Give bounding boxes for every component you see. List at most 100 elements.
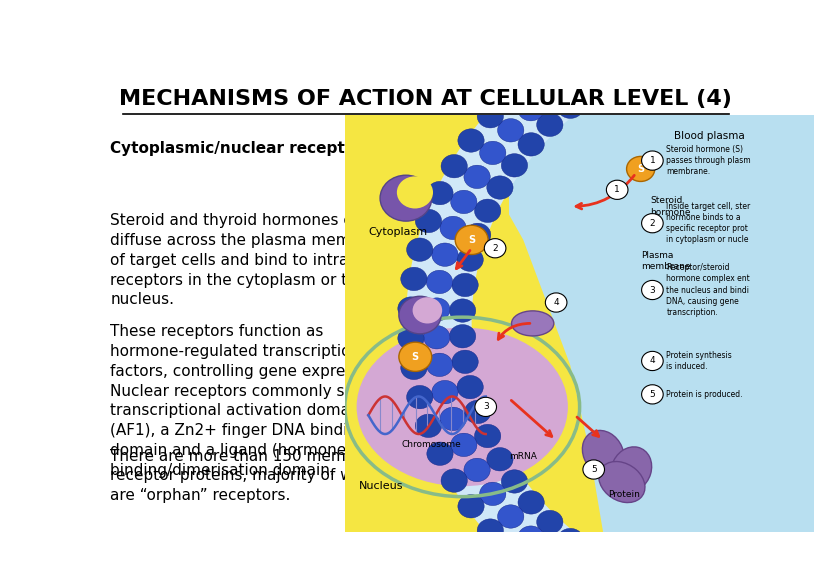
Text: 3: 3 xyxy=(483,402,489,412)
Circle shape xyxy=(475,425,501,447)
Circle shape xyxy=(457,375,484,399)
Circle shape xyxy=(401,356,427,379)
Text: Protein synthesis
is induced.: Protein synthesis is induced. xyxy=(666,351,732,371)
Text: There are more than 150 members of
receptor proteins, majority of which
are “orp: There are more than 150 members of recep… xyxy=(111,449,400,503)
Circle shape xyxy=(518,491,544,514)
Text: S: S xyxy=(468,235,475,245)
Circle shape xyxy=(424,298,450,321)
Circle shape xyxy=(479,482,506,506)
Circle shape xyxy=(427,181,453,205)
Ellipse shape xyxy=(512,311,553,336)
Circle shape xyxy=(455,225,488,255)
Circle shape xyxy=(457,248,484,272)
Circle shape xyxy=(401,268,427,290)
Circle shape xyxy=(450,299,475,322)
Text: S: S xyxy=(411,352,419,362)
Text: 2: 2 xyxy=(492,244,498,253)
Circle shape xyxy=(398,297,424,320)
Ellipse shape xyxy=(599,462,645,503)
Circle shape xyxy=(545,293,567,312)
Circle shape xyxy=(642,280,663,300)
Text: 1: 1 xyxy=(650,156,656,165)
Circle shape xyxy=(427,442,453,466)
Text: 2: 2 xyxy=(650,219,655,228)
Text: 4: 4 xyxy=(553,298,559,307)
Circle shape xyxy=(475,397,496,416)
Text: 3: 3 xyxy=(650,286,656,295)
Circle shape xyxy=(441,155,467,178)
Circle shape xyxy=(642,385,663,404)
Polygon shape xyxy=(406,2,681,588)
Circle shape xyxy=(498,119,524,142)
Circle shape xyxy=(477,105,504,128)
Circle shape xyxy=(416,414,441,437)
Text: These receptors function as
hormone-regulated transcription
factors, controlling: These receptors function as hormone-regu… xyxy=(111,324,394,477)
Text: Chromosome: Chromosome xyxy=(401,440,461,449)
Text: MECHANISMS OF ACTION AT CELLULAR LEVEL (4): MECHANISMS OF ACTION AT CELLULAR LEVEL (… xyxy=(120,89,732,109)
Circle shape xyxy=(627,156,655,182)
Circle shape xyxy=(487,447,513,471)
Circle shape xyxy=(583,460,604,479)
Circle shape xyxy=(399,342,432,372)
Text: mRNA: mRNA xyxy=(509,453,537,462)
Circle shape xyxy=(380,175,432,221)
Circle shape xyxy=(475,199,501,222)
Text: Nucleus: Nucleus xyxy=(359,481,403,491)
Circle shape xyxy=(487,176,513,199)
Circle shape xyxy=(518,98,544,121)
Circle shape xyxy=(450,433,477,456)
Text: Cytoplasmic/nuclear receptors:: Cytoplasmic/nuclear receptors: xyxy=(111,141,378,156)
Circle shape xyxy=(399,296,441,334)
Circle shape xyxy=(426,270,453,293)
Text: 5: 5 xyxy=(591,465,597,474)
Circle shape xyxy=(558,95,583,118)
Circle shape xyxy=(501,470,528,493)
Circle shape xyxy=(501,153,528,177)
Polygon shape xyxy=(345,115,603,532)
Text: Steroid
hormone: Steroid hormone xyxy=(650,196,691,216)
Circle shape xyxy=(397,176,433,209)
Text: Inside target cell, ster
hormone binds to a
specific receptor prot
in cytoplasm : Inside target cell, ster hormone binds t… xyxy=(666,202,750,245)
Circle shape xyxy=(642,352,663,370)
Circle shape xyxy=(642,151,663,170)
Circle shape xyxy=(518,526,544,549)
Circle shape xyxy=(440,407,466,430)
Circle shape xyxy=(465,223,491,246)
Circle shape xyxy=(432,243,458,266)
Text: Receptor/steroid
hormone complex ent
the nucleus and bindi
DNA, causing gene
tra: Receptor/steroid hormone complex ent the… xyxy=(666,263,750,317)
Circle shape xyxy=(484,239,506,258)
Circle shape xyxy=(458,129,484,152)
Circle shape xyxy=(558,529,583,552)
Circle shape xyxy=(465,400,491,423)
Circle shape xyxy=(464,165,490,189)
Circle shape xyxy=(413,297,442,323)
Circle shape xyxy=(464,458,490,482)
Text: Cytoplasm: Cytoplasm xyxy=(368,226,427,236)
Circle shape xyxy=(607,180,628,199)
Circle shape xyxy=(537,113,563,136)
Circle shape xyxy=(498,505,524,528)
Circle shape xyxy=(477,519,504,542)
Text: Steroid hormone (S)
passes through plasm
membrane.: Steroid hormone (S) passes through plasm… xyxy=(666,145,751,176)
Text: Protein: Protein xyxy=(607,490,640,499)
Circle shape xyxy=(432,380,458,404)
Circle shape xyxy=(642,213,663,233)
Circle shape xyxy=(537,510,563,534)
Text: Blood plasma: Blood plasma xyxy=(673,131,745,141)
Circle shape xyxy=(416,209,441,233)
Circle shape xyxy=(426,353,453,376)
Text: S: S xyxy=(637,164,644,174)
Circle shape xyxy=(452,273,479,297)
Circle shape xyxy=(450,325,475,348)
Ellipse shape xyxy=(611,447,652,492)
Circle shape xyxy=(440,216,466,240)
Text: 5: 5 xyxy=(650,390,656,399)
Ellipse shape xyxy=(356,328,568,486)
Text: 1: 1 xyxy=(614,185,620,194)
Text: 4: 4 xyxy=(650,356,655,366)
Circle shape xyxy=(479,141,506,165)
Circle shape xyxy=(450,191,477,213)
Circle shape xyxy=(398,326,424,350)
Ellipse shape xyxy=(583,430,624,475)
Circle shape xyxy=(452,350,479,373)
